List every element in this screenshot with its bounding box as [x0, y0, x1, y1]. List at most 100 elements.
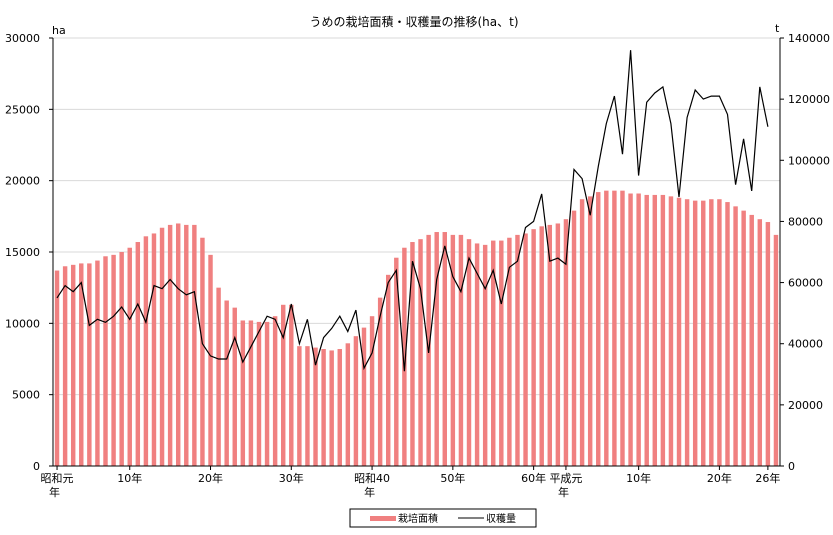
area-bar: [377, 297, 383, 466]
area-bar: [571, 210, 577, 466]
area-bar: [604, 190, 609, 467]
right-tick-label: 80000: [788, 215, 823, 228]
area-bar: [515, 234, 520, 466]
area-bar: [87, 263, 92, 466]
area-bar: [264, 321, 270, 466]
left-tick-label: 5000: [12, 389, 40, 402]
area-bar: [248, 320, 254, 466]
axes: [49, 37, 784, 470]
area-bar: [369, 316, 375, 466]
left-axis-ticks: 0 5000 10000 15000 20000 25000 30000: [5, 32, 40, 473]
area-bar: [499, 240, 504, 466]
area-bar: [280, 304, 286, 466]
x-tick-label: 年: [558, 485, 569, 499]
area-bar: [579, 199, 585, 467]
area-bar: [676, 197, 682, 466]
area-bar: [103, 256, 108, 466]
right-tick-label: 120000: [788, 93, 830, 106]
area-bar: [644, 194, 649, 466]
x-tick-label: 昭和40: [354, 472, 390, 485]
area-bar: [79, 263, 84, 466]
area-bar: [709, 199, 714, 467]
left-tick-label: 10000: [5, 317, 40, 330]
area-bar: [394, 257, 399, 466]
area-bar: [321, 349, 326, 466]
x-tick-label: 10年: [626, 471, 651, 485]
area-bar: [757, 219, 763, 466]
area-bar: [596, 192, 601, 466]
area-bar: [563, 219, 569, 466]
area-bar: [474, 243, 480, 466]
area-bar: [289, 304, 294, 466]
area-bar: [741, 210, 746, 466]
legend-bar-swatch: [370, 516, 396, 521]
area-bar: [612, 190, 617, 467]
area-bar: [434, 232, 439, 466]
area-bar: [587, 196, 593, 467]
area-bar: [482, 244, 488, 466]
right-tick-label: 40000: [788, 338, 823, 351]
x-tick-label: 30年: [279, 471, 304, 485]
gridlines: [53, 37, 780, 396]
area-bar: [329, 350, 334, 466]
area-bar: [143, 236, 149, 466]
area-bar: [692, 200, 698, 466]
area-bar: [418, 239, 423, 466]
area-bar: [668, 196, 674, 467]
legend-line-label: 収穫量: [486, 513, 516, 525]
area-bar: [652, 194, 658, 466]
area-bar: [749, 214, 754, 466]
area-bar: [636, 193, 641, 467]
area-bar: [660, 194, 666, 466]
left-axis-unit: ha: [52, 24, 66, 37]
x-tick-label: 年: [49, 485, 60, 499]
harvest-line: [56, 50, 769, 372]
right-axis-unit: t: [775, 22, 780, 35]
area-bar: [361, 327, 367, 466]
area-bar: [62, 266, 68, 466]
area-bar: [555, 223, 561, 466]
area-bar: [491, 240, 496, 466]
right-tick-label: 140000: [788, 32, 830, 45]
chart-title: うめの栽培面積・収穫量の推移(ha、t): [309, 14, 518, 29]
area-bar: [151, 233, 157, 466]
area-bar: [175, 223, 181, 466]
area-bar: [256, 321, 262, 466]
area-bar: [733, 206, 738, 466]
area-bar: [70, 264, 76, 466]
area-bar: [547, 224, 553, 466]
area-bar: [184, 224, 189, 466]
legend-bar-label: 栽培面積: [398, 512, 438, 525]
area-bar: [272, 316, 278, 466]
left-tick-label: 20000: [5, 175, 40, 188]
area-bar: [224, 300, 229, 466]
area-bar: [466, 239, 472, 466]
area-bar: [458, 234, 464, 466]
area-bar: [684, 199, 690, 467]
area-bar: [531, 229, 536, 466]
right-axis-ticks: 0 20000 40000 60000 80000 100000 120000 140000: [788, 32, 830, 473]
area-bar: [208, 254, 213, 466]
left-tick-label: 30000: [5, 32, 40, 45]
area-bar: [402, 247, 407, 466]
area-bar: [111, 254, 116, 466]
area-bar: [450, 234, 456, 466]
area-bar: [313, 347, 318, 466]
area-bar: [507, 237, 512, 466]
area-bar: [717, 199, 722, 467]
area-bar: [232, 307, 237, 466]
area-bar: [127, 247, 132, 466]
x-tick-label: 昭和元: [41, 472, 74, 485]
area-bar: [410, 242, 415, 466]
right-tick-label: 100000: [788, 154, 830, 167]
area-bar: [620, 190, 625, 467]
area-bar: [167, 224, 173, 466]
x-tick-label: 20年: [198, 471, 223, 485]
area-bar: [701, 200, 706, 466]
area-bar: [725, 202, 730, 467]
area-bar: [353, 336, 359, 466]
right-tick-label: 0: [788, 460, 795, 473]
right-tick-label: 20000: [788, 399, 823, 412]
